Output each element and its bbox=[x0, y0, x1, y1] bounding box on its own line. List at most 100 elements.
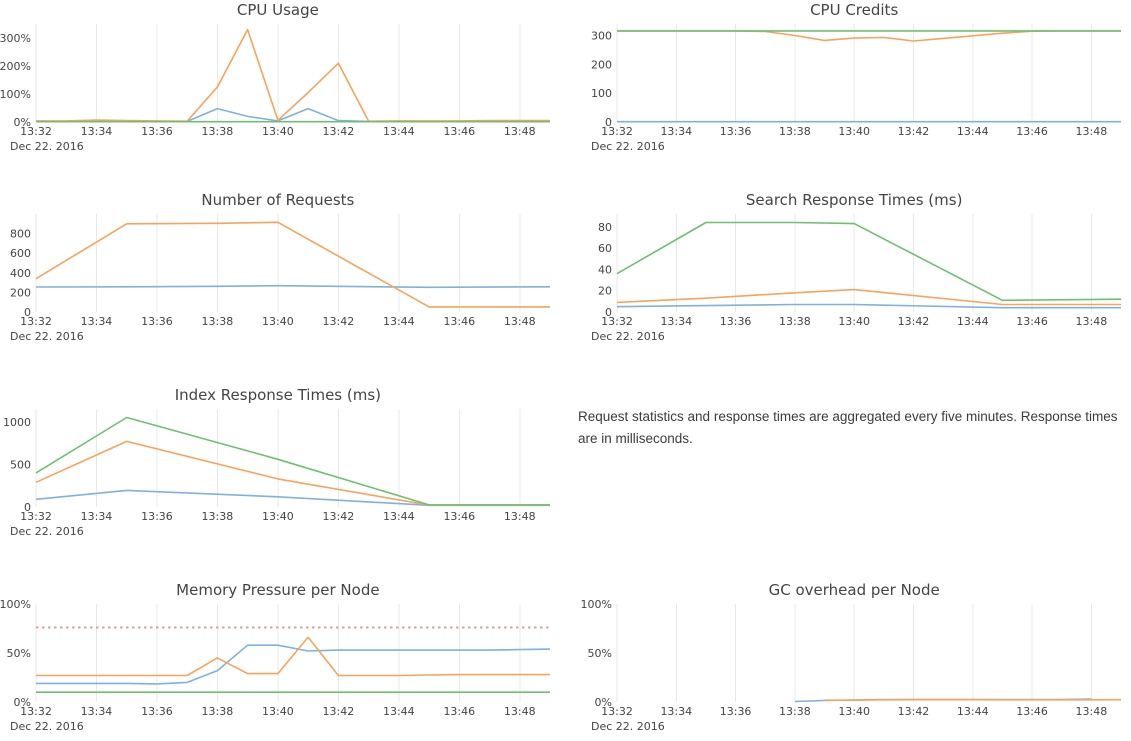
aggregation-note: Request statistics and response times ar… bbox=[578, 409, 1118, 446]
x-tick-label: 13:46 bbox=[1016, 125, 1048, 138]
x-tick-label: 13:32 bbox=[20, 125, 52, 138]
series-orange bbox=[36, 636, 550, 677]
chart-title: Index Response Times (ms) bbox=[175, 386, 381, 404]
x-tick-label: 13:42 bbox=[323, 510, 355, 523]
x-tick-label: 13:32 bbox=[601, 315, 633, 328]
chart-title: CPU Credits bbox=[810, 1, 898, 19]
x-tick-label: 13:46 bbox=[1016, 315, 1048, 328]
x-tick-label: 13:36 bbox=[720, 705, 752, 718]
x-tick-label: 13:36 bbox=[141, 510, 173, 523]
y-tick-label: 50% bbox=[7, 647, 31, 660]
y-tick-label: 80 bbox=[598, 221, 612, 234]
x-tick-label: 13:46 bbox=[443, 125, 475, 138]
series-blue bbox=[36, 107, 550, 123]
chart-index-response-times: Index Response Times (ms) 0 500 1000 13:32 13… bbox=[0, 385, 560, 545]
date-label: Dec 22. 2016 bbox=[591, 140, 665, 153]
x-tick-label: 13:34 bbox=[660, 705, 692, 718]
x-tick-label: 13:42 bbox=[323, 315, 355, 328]
x-tick-label: 13:46 bbox=[443, 510, 475, 523]
x-tick-label: 13:36 bbox=[141, 125, 173, 138]
y-tick-label: 500 bbox=[10, 458, 31, 471]
series-blue bbox=[35, 489, 550, 507]
date-label: Dec 22. 2016 bbox=[591, 330, 665, 343]
x-tick-label: 13:42 bbox=[323, 125, 355, 138]
x-tick-label: 13:44 bbox=[383, 705, 415, 718]
x-tick-label: 13:38 bbox=[202, 510, 234, 523]
x-tick-label: 13:36 bbox=[141, 705, 173, 718]
series-orange bbox=[36, 28, 550, 122]
cpu-usage-plot: CPU Usage 0% 100% 200% 300% 13:32 13:34 13:36 13… bbox=[0, 1, 550, 153]
index-response-times-plot: Index Response Times (ms) 0 500 1000 13:32 13… bbox=[3, 386, 550, 538]
y-tick-label: 100% bbox=[0, 598, 31, 611]
y-tick-label: 0% bbox=[14, 696, 31, 709]
y-tick-label: 0% bbox=[14, 116, 31, 129]
x-tick-label: 13:40 bbox=[262, 510, 294, 523]
date-label: Dec 22. 2016 bbox=[10, 720, 84, 733]
y-tick-label: 200 bbox=[591, 58, 612, 71]
x-tick-label: 13:38 bbox=[202, 125, 234, 138]
date-label: Dec 22. 2016 bbox=[10, 525, 84, 538]
gc-overhead-plot: GC overhead per Node 0% 50% 100% 13:32 13:34 1… bbox=[581, 581, 1122, 733]
x-tick-label: 13:40 bbox=[262, 705, 294, 718]
x-tick-label: 13:48 bbox=[504, 510, 536, 523]
y-tick-label: 200 bbox=[10, 286, 31, 299]
x-tick-label: 13:46 bbox=[1016, 705, 1048, 718]
series-green bbox=[35, 416, 550, 506]
x-tick-label: 13:44 bbox=[383, 125, 415, 138]
x-tick-label: 13:46 bbox=[443, 315, 475, 328]
x-tick-label: 13:44 bbox=[957, 705, 989, 718]
y-tick-label: 300 bbox=[591, 30, 612, 43]
x-tick-label: 13:32 bbox=[601, 705, 633, 718]
y-tick-label: 0 bbox=[605, 306, 612, 319]
y-tick-label: 300% bbox=[0, 32, 31, 45]
chart-cpu-credits: CPU Credits 0 100 200 300 13:32 13:34 13:36 13:3… bbox=[565, 0, 1131, 160]
y-tick-label: 100% bbox=[581, 598, 612, 611]
date-label: Dec 22. 2016 bbox=[10, 140, 84, 153]
date-label: Dec 22. 2016 bbox=[591, 720, 665, 733]
x-tick-label: 13:40 bbox=[262, 315, 294, 328]
x-tick-label: 13:44 bbox=[957, 125, 989, 138]
chart-search-response-times: Search Response Times (ms) 0 20 40 60 80 13:32… bbox=[565, 190, 1131, 350]
y-tick-label: 0 bbox=[24, 501, 31, 514]
x-tick-label: 13:48 bbox=[1076, 125, 1108, 138]
series-orange bbox=[617, 30, 1121, 42]
y-tick-label: 0 bbox=[605, 116, 612, 129]
y-tick-label: 0% bbox=[595, 696, 612, 709]
x-tick-label: 13:40 bbox=[262, 125, 294, 138]
x-tick-label: 13:48 bbox=[504, 705, 536, 718]
x-tick-label: 13:44 bbox=[383, 315, 415, 328]
x-tick-label: 13:32 bbox=[20, 705, 52, 718]
cpu-credits-plot: CPU Credits 0 100 200 300 13:32 13:34 13:36 13:3… bbox=[591, 1, 1121, 153]
y-tick-label: 100% bbox=[0, 88, 31, 101]
y-tick-label: 100 bbox=[591, 87, 612, 100]
chart-number-of-requests: Number of Requests 0 200 400 600 800 13:32 13:3… bbox=[0, 190, 560, 350]
x-tick-label: 13:42 bbox=[323, 705, 355, 718]
x-tick-label: 13:38 bbox=[779, 705, 811, 718]
chart-cpu-usage: CPU Usage 0% 100% 200% 300% 13:32 13:34 13:36 13… bbox=[0, 0, 560, 160]
x-tick-label: 13:32 bbox=[601, 125, 633, 138]
x-tick-label: 13:34 bbox=[81, 510, 113, 523]
series-orange bbox=[35, 221, 550, 308]
chart-title: Number of Requests bbox=[201, 191, 354, 209]
series-blue bbox=[36, 644, 551, 685]
chart-title: Memory Pressure per Node bbox=[176, 581, 379, 599]
series-blue bbox=[35, 284, 551, 289]
x-tick-label: 13:44 bbox=[957, 315, 989, 328]
x-tick-label: 13:38 bbox=[779, 315, 811, 328]
x-tick-label: 13:32 bbox=[20, 510, 52, 523]
y-tick-label: 0 bbox=[24, 306, 31, 319]
x-tick-label: 13:40 bbox=[838, 125, 870, 138]
x-tick-label: 13:48 bbox=[1076, 315, 1108, 328]
x-tick-label: 13:34 bbox=[81, 315, 113, 328]
chart-title: Search Response Times (ms) bbox=[746, 191, 963, 209]
x-tick-label: 13:42 bbox=[898, 705, 930, 718]
y-tick-label: 600 bbox=[10, 247, 31, 260]
search-response-times-plot: Search Response Times (ms) 0 20 40 60 80 13:32… bbox=[591, 191, 1122, 343]
date-label: Dec 22. 2016 bbox=[10, 330, 84, 343]
x-tick-label: 13:44 bbox=[383, 510, 415, 523]
number-of-requests-plot: Number of Requests 0 200 400 600 800 13:32 13:3… bbox=[10, 191, 551, 343]
x-tick-label: 13:38 bbox=[202, 315, 234, 328]
memory-pressure-plot: Memory Pressure per Node 0% 50% 100% 13:32 13… bbox=[0, 581, 551, 733]
x-tick-label: 13:46 bbox=[443, 705, 475, 718]
